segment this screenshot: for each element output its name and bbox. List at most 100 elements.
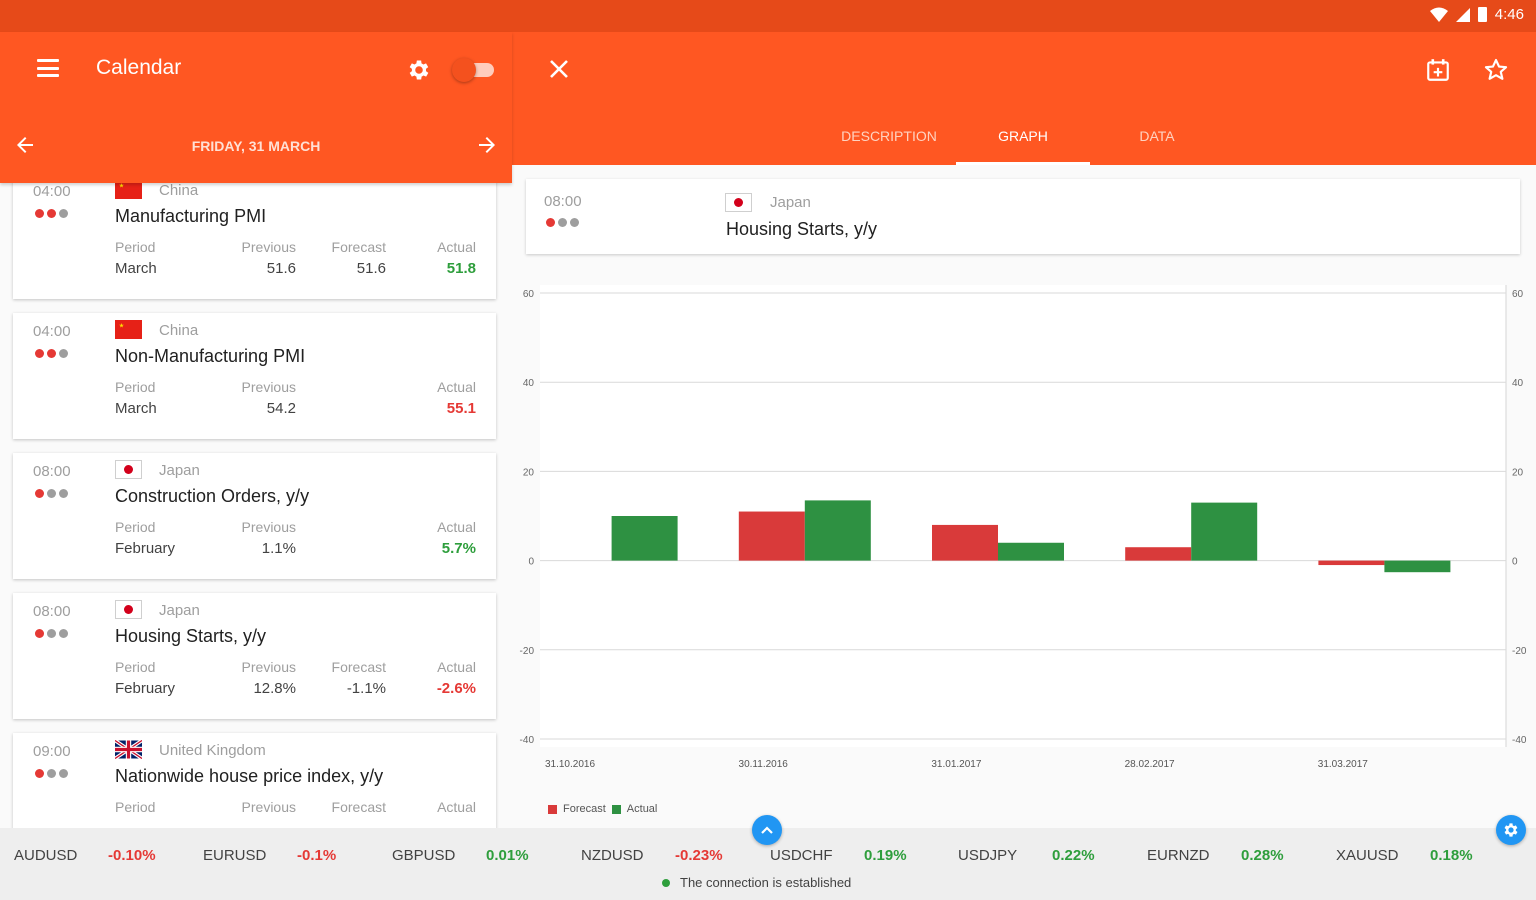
connection-dot-icon bbox=[662, 878, 670, 887]
selected-date[interactable]: FRIDAY, 31 MARCH bbox=[191, 138, 321, 154]
period-value: March bbox=[115, 400, 157, 417]
x-tick-label: 28.02.2017 bbox=[1125, 759, 1175, 770]
y-tick-label-left: -20 bbox=[520, 646, 535, 657]
chevron-up-icon bbox=[761, 826, 773, 834]
mode-toggle[interactable] bbox=[450, 58, 498, 82]
status-bar: 4:46 bbox=[0, 0, 1536, 32]
ticker-change: 0.22% bbox=[1052, 847, 1095, 864]
ticker-item[interactable]: EURUSD -0.1% bbox=[203, 847, 336, 864]
ticker-symbol: USDJPY bbox=[958, 847, 1018, 864]
ticker-symbol: USDCHF bbox=[770, 847, 833, 864]
ticker-change: 0.19% bbox=[864, 847, 907, 864]
forecast-bar bbox=[1318, 560, 1385, 566]
importance-indicator bbox=[35, 769, 68, 778]
actual-bar bbox=[804, 500, 871, 561]
event-card[interactable]: 04:00 China Non-Manufacturing PMI Period… bbox=[13, 313, 496, 439]
next-day-arrow-icon[interactable] bbox=[472, 130, 502, 160]
previous-label: Previous bbox=[241, 799, 296, 815]
connection-text: The connection is established bbox=[680, 875, 852, 890]
forecast-bar bbox=[1125, 547, 1192, 561]
x-tick-label: 31.10.2016 bbox=[545, 759, 595, 770]
event-name: Housing Starts, y/y bbox=[115, 626, 267, 646]
period-value: February bbox=[115, 540, 176, 557]
period-value: February bbox=[115, 680, 176, 697]
event-name: Nationwide house price index, y/y bbox=[115, 766, 384, 786]
battery-icon bbox=[1477, 7, 1487, 22]
detail-event-name: Housing Starts, y/y bbox=[726, 219, 878, 239]
settings-gear-icon[interactable] bbox=[402, 54, 436, 86]
tab-graph[interactable]: GRAPH bbox=[956, 114, 1090, 165]
tab-description[interactable]: DESCRIPTION bbox=[841, 128, 937, 144]
ticker-item[interactable]: XAUUSD 0.18% bbox=[1336, 847, 1473, 864]
event-card[interactable]: 08:00 Japan Construction Orders, y/y Per… bbox=[13, 453, 496, 579]
previous-day-arrow-icon[interactable] bbox=[10, 130, 40, 160]
legend-forecast-label: Forecast bbox=[563, 803, 606, 815]
favorite-star-icon[interactable] bbox=[1480, 54, 1512, 86]
previous-value: 54.2 bbox=[266, 400, 296, 417]
actual-bar bbox=[1384, 560, 1451, 573]
y-tick-label-left: 20 bbox=[523, 467, 535, 478]
tab-data[interactable]: DATA bbox=[1139, 128, 1175, 144]
forecast-bar bbox=[738, 511, 805, 561]
menu-icon[interactable] bbox=[34, 56, 62, 80]
period-label: Period bbox=[115, 519, 156, 535]
event-country: China bbox=[159, 322, 199, 339]
ticker-settings-button[interactable] bbox=[1496, 815, 1526, 845]
japan-flag-icon bbox=[725, 193, 752, 212]
ticker-symbol: EURNZD bbox=[1147, 847, 1210, 864]
event-time: 08:00 bbox=[33, 463, 71, 480]
ticker-change: 0.18% bbox=[1430, 847, 1473, 864]
ticker-item[interactable]: AUDUSD -0.10% bbox=[14, 847, 156, 864]
y-tick-label-right: 60 bbox=[1512, 289, 1524, 300]
importance-indicator bbox=[35, 629, 68, 638]
y-tick-label-left: 60 bbox=[523, 289, 535, 300]
event-card[interactable]: 04:00 China Manufacturing PMI Period Mar… bbox=[13, 183, 496, 299]
forecast-bar bbox=[932, 524, 998, 561]
event-time: 04:00 bbox=[33, 323, 71, 340]
previous-label: Previous bbox=[241, 659, 296, 675]
event-country: Japan bbox=[159, 602, 200, 619]
ticker-symbol: AUDUSD bbox=[14, 847, 78, 864]
event-name: Construction Orders, y/y bbox=[115, 486, 310, 506]
forecast-value: -1.1% bbox=[346, 680, 386, 697]
ticker-change: -0.10% bbox=[108, 847, 156, 864]
event-card[interactable]: 08:00 Japan Housing Starts, y/y Period F… bbox=[13, 593, 496, 719]
detail-event-card: 08:00 Japan Housing Starts, y/y bbox=[526, 179, 1520, 254]
ticker-item[interactable]: GBPUSD 0.01% bbox=[392, 847, 529, 864]
y-tick-label-right: 20 bbox=[1512, 467, 1524, 478]
actual-label: Actual bbox=[437, 659, 476, 675]
uk-flag-icon bbox=[115, 740, 142, 759]
forecast-label: Forecast bbox=[331, 799, 386, 815]
actual-label: Actual bbox=[437, 519, 476, 535]
ticker-item[interactable]: NZDUSD -0.23% bbox=[581, 847, 723, 864]
event-time: 08:00 bbox=[33, 603, 71, 620]
japan-flag-icon bbox=[115, 600, 142, 619]
event-country: China bbox=[159, 183, 199, 199]
forecast-value: 51.6 bbox=[356, 260, 386, 277]
close-icon[interactable] bbox=[544, 54, 574, 84]
ticker-item[interactable]: EURNZD 0.28% bbox=[1147, 847, 1284, 864]
period-label: Period bbox=[115, 799, 156, 815]
actual-value: 51.8 bbox=[446, 260, 476, 277]
actual-value: -2.6% bbox=[436, 680, 476, 697]
event-country: United Kingdom bbox=[159, 742, 266, 759]
ticker-symbol: EURUSD bbox=[203, 847, 267, 864]
y-tick-label-left: 0 bbox=[528, 557, 534, 568]
ticker-item[interactable]: USDCHF 0.19% bbox=[770, 847, 907, 864]
ticker-item[interactable]: USDJPY 0.22% bbox=[958, 847, 1095, 864]
legend-actual-label: Actual bbox=[626, 803, 658, 815]
event-card[interactable]: 09:00 United Kingdom Nationwide house pr… bbox=[13, 733, 496, 828]
x-tick-label: 31.03.2017 bbox=[1318, 759, 1368, 770]
event-time: 09:00 bbox=[33, 743, 71, 760]
importance-indicator bbox=[35, 489, 68, 498]
ticker-change: 0.01% bbox=[486, 847, 529, 864]
expand-up-button[interactable] bbox=[752, 815, 782, 845]
actual-bar bbox=[998, 542, 1064, 561]
actual-label: Actual bbox=[437, 799, 476, 815]
signal-icon bbox=[1455, 7, 1470, 22]
ticker-change: -0.1% bbox=[297, 847, 337, 864]
ticker-symbol: NZDUSD bbox=[581, 847, 644, 864]
y-tick-label-left: 40 bbox=[523, 378, 535, 389]
add-to-calendar-icon[interactable] bbox=[1422, 54, 1454, 86]
china-flag-icon bbox=[115, 183, 142, 199]
